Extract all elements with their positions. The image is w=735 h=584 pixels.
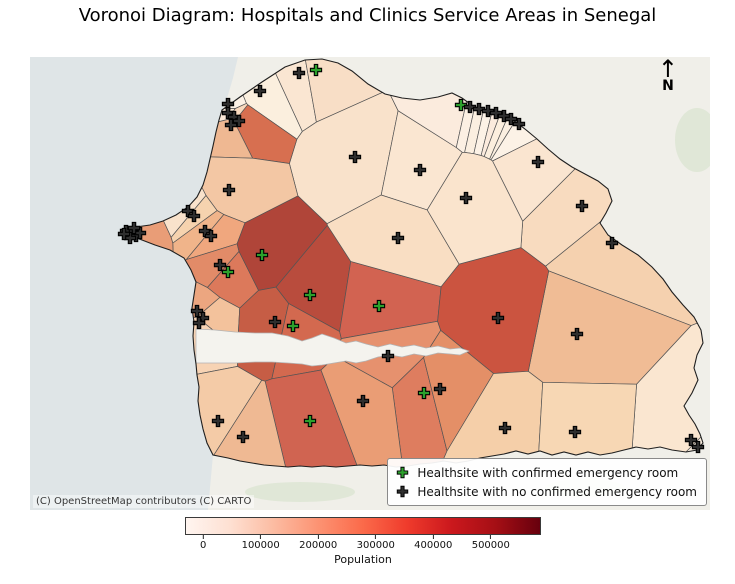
north-indicator: ↑ N <box>657 57 678 94</box>
healthsite-marker <box>691 440 705 454</box>
colorbar-ticks: 0 100000 200000 300000 400000 500000 <box>185 535 541 552</box>
voronoi-cell <box>535 381 637 467</box>
page-title: Voronoi Diagram: Hospitals and Clinics S… <box>78 5 657 26</box>
healthsite-marker <box>570 327 584 341</box>
healthsite-marker <box>605 236 619 250</box>
legend-label: Healthsite with confirmed emergency room <box>417 465 679 480</box>
healthsite-marker <box>498 421 512 435</box>
healthsite-marker <box>192 316 206 330</box>
colorbar-tick: 300000 <box>357 535 395 551</box>
voronoi-cell <box>178 379 297 467</box>
healthsite-marker <box>568 425 582 439</box>
legend-label: Healthsite with no confirmed emergency r… <box>417 484 697 499</box>
healthsite-marker <box>222 183 236 197</box>
healthsite-marker-emergency <box>286 319 300 333</box>
healthsite-marker <box>213 258 227 272</box>
legend-item-confirmed-er: Healthsite with confirmed emergency room <box>395 465 697 480</box>
healthsite-marker-emergency <box>303 288 317 302</box>
colorbar-tick: 100000 <box>242 535 280 551</box>
healthsite-marker <box>224 118 238 132</box>
map-attribution: (C) OpenStreetMap contributors (C) CARTO <box>33 495 255 508</box>
voronoi-cell <box>326 194 460 288</box>
healthsite-marker <box>463 100 477 114</box>
healthsite-marker-emergency <box>309 63 323 77</box>
healthsite-marker <box>232 114 246 128</box>
colorbar-tick: 400000 <box>414 535 452 551</box>
healthsite-marker <box>575 199 589 213</box>
colorbar-tick: 0 <box>200 535 206 551</box>
black-cross-icon <box>397 485 409 498</box>
healthsite-marker <box>292 66 306 80</box>
voronoi-cell <box>627 427 703 467</box>
colorbar-tick: 500000 <box>472 535 510 551</box>
healthsite-marker-emergency <box>454 98 468 112</box>
healthsite-marker <box>531 155 545 169</box>
healthsite-marker <box>491 311 505 325</box>
colorbar-gradient <box>185 517 541 535</box>
vegetation-patch <box>245 482 355 502</box>
colorbar-tick: 200000 <box>299 535 337 551</box>
healthsite-marker-emergency <box>255 248 269 262</box>
healthsite-marker <box>512 117 526 131</box>
healthsite-marker <box>433 382 447 396</box>
healthsite-marker <box>356 394 370 408</box>
healthsite-marker <box>127 221 141 235</box>
healthsite-marker <box>413 163 427 177</box>
senegal-border <box>123 58 704 468</box>
healthsite-marker-emergency <box>303 414 317 428</box>
north-label: N <box>662 78 674 94</box>
healthsite-marker <box>268 315 282 329</box>
legend-item-no-er: Healthsite with no confirmed emergency r… <box>395 484 697 499</box>
healthsite-marker-emergency <box>221 265 235 279</box>
healthsite-marker <box>459 191 473 205</box>
healthsite-marker <box>187 209 201 223</box>
healthsite-marker <box>348 150 362 164</box>
healthsite-marker <box>253 84 267 98</box>
healthsite-marker <box>504 112 518 126</box>
healthsite-marker <box>497 109 511 123</box>
healthsite-marker <box>489 106 503 120</box>
healthsite-marker <box>236 430 250 444</box>
healthsite-marker-emergency <box>417 386 431 400</box>
healthsite-marker-emergency <box>372 299 386 313</box>
healthsite-marker <box>481 104 495 118</box>
green-cross-icon <box>397 466 409 479</box>
healthsite-marker <box>381 349 395 363</box>
map-legend: Healthsite with confirmed emergency room… <box>387 458 707 506</box>
colorbar: 0 100000 200000 300000 400000 500000 Populati… <box>185 517 541 566</box>
healthsite-marker <box>204 229 218 243</box>
healthsite-marker <box>117 227 131 241</box>
north-arrow-icon: ↑ <box>657 57 678 83</box>
map-canvas <box>30 57 710 510</box>
healthsite-markers <box>117 63 705 454</box>
map-panel: ↑ N Healthsite with confirmed emergency … <box>30 57 710 510</box>
healthsite-marker <box>391 231 405 245</box>
gambia-gap <box>195 328 470 367</box>
healthsite-marker <box>472 102 486 116</box>
voronoi-cell <box>426 151 524 265</box>
colorbar-label: Population <box>334 553 392 566</box>
vegetation-patch <box>675 108 710 172</box>
healthsite-marker <box>211 414 225 428</box>
